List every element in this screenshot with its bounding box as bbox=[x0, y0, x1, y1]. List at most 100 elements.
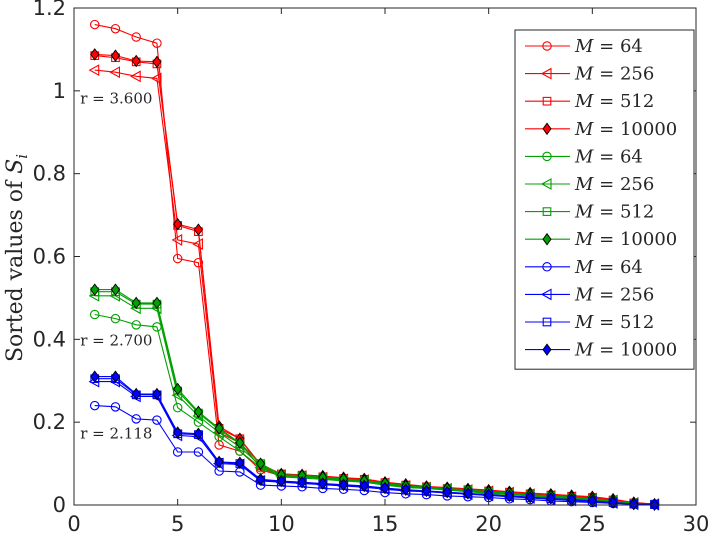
series-line bbox=[94, 53, 655, 505]
data-point bbox=[193, 405, 203, 419]
annotation-label: r = 3.600 bbox=[80, 89, 152, 107]
data-point bbox=[110, 370, 121, 383]
plot-area bbox=[88, 19, 660, 511]
legend-marker bbox=[542, 151, 552, 162]
data-point bbox=[192, 238, 203, 251]
data-point bbox=[193, 223, 203, 236]
series-line bbox=[94, 376, 655, 506]
legend-label: M = 512 bbox=[574, 91, 654, 112]
data-point bbox=[172, 253, 183, 264]
legend-label: M = 10000 bbox=[574, 119, 677, 140]
data-point bbox=[256, 473, 266, 486]
legend-entry: M = 64 bbox=[525, 146, 643, 167]
legend-entry: M = 10000 bbox=[525, 119, 677, 140]
legend-entry: M = 256 bbox=[525, 64, 654, 85]
legend: M = 64 M = 256 M = 512 M = 10000 M = 64 M = 2… bbox=[514, 29, 695, 370]
data-point bbox=[359, 479, 369, 493]
annotation-label: r = 2.700 bbox=[80, 332, 152, 350]
data-point bbox=[338, 478, 349, 491]
y-tick-label: 0.8 bbox=[33, 162, 66, 186]
series-line bbox=[94, 405, 655, 506]
legend-label: M = 10000 bbox=[574, 340, 677, 361]
data-point bbox=[442, 485, 452, 499]
data-point bbox=[152, 38, 162, 48]
data-point bbox=[152, 296, 162, 310]
y-tick-label: 1.2 bbox=[33, 0, 66, 20]
data-point bbox=[152, 415, 162, 425]
data-point bbox=[88, 64, 100, 77]
data-point bbox=[401, 483, 411, 496]
legend-label: M = 256 bbox=[574, 174, 654, 195]
y-tick-label: 0.6 bbox=[33, 245, 66, 269]
data-point bbox=[110, 283, 121, 296]
data-point bbox=[629, 497, 639, 511]
data-point bbox=[256, 457, 266, 470]
data-point bbox=[89, 19, 100, 30]
data-point bbox=[318, 477, 328, 490]
x-tick-label: 25 bbox=[579, 512, 606, 536]
legend-box bbox=[514, 29, 695, 370]
data-point bbox=[193, 447, 204, 457]
legend-entry: M = 64 bbox=[525, 257, 643, 278]
legend-entry: M = 512 bbox=[525, 202, 654, 223]
data-point bbox=[131, 320, 141, 330]
data-point bbox=[173, 426, 183, 439]
y-axis-label: Sorted values of Si bbox=[3, 154, 31, 362]
data-point bbox=[235, 436, 245, 450]
data-point bbox=[587, 494, 597, 508]
legend-label: M = 10000 bbox=[574, 229, 677, 250]
series-line bbox=[94, 313, 655, 506]
annotation-label: r = 2.118 bbox=[80, 425, 152, 443]
legend-label: M = 512 bbox=[574, 312, 654, 333]
data-point bbox=[546, 492, 556, 505]
legend-marker bbox=[542, 96, 552, 106]
data-point bbox=[173, 217, 183, 231]
legend-marker bbox=[542, 262, 552, 272]
data-point bbox=[89, 400, 100, 411]
legend-entry: M = 256 bbox=[525, 174, 654, 195]
data-point bbox=[463, 487, 473, 500]
tick-labels: 0 5 10 15 20 25 30 0 0.2 0.4 0.6 0.8 1 1.2 bbox=[33, 0, 710, 536]
data-point bbox=[214, 455, 224, 469]
x-tick-label: 30 bbox=[683, 512, 710, 536]
x-tick-label: 0 bbox=[67, 512, 80, 536]
data-point bbox=[172, 447, 183, 457]
legend-marker bbox=[542, 232, 552, 246]
legend-label: M = 512 bbox=[574, 202, 654, 223]
x-tick-label: 5 bbox=[171, 512, 184, 536]
data-point bbox=[110, 49, 121, 62]
data-point bbox=[110, 23, 121, 34]
legend-marker bbox=[542, 207, 552, 216]
legend-label: M = 64 bbox=[574, 36, 643, 57]
data-point bbox=[130, 70, 141, 83]
data-point bbox=[235, 456, 245, 470]
y-axis-label-subscript: i bbox=[13, 154, 31, 159]
legend-label: M = 64 bbox=[574, 146, 643, 167]
data-point bbox=[131, 414, 141, 424]
data-point bbox=[131, 296, 141, 310]
legend-marker bbox=[542, 41, 552, 51]
y-axis-label-prefix: Sorted values of bbox=[3, 174, 28, 362]
legend-entry: M = 10000 bbox=[525, 340, 677, 361]
data-point bbox=[172, 402, 183, 413]
legend-entry: M = 64 bbox=[525, 36, 643, 57]
data-point bbox=[90, 283, 100, 296]
data-point bbox=[131, 32, 141, 42]
series-line bbox=[94, 289, 655, 506]
data-point bbox=[171, 233, 183, 246]
data-point bbox=[484, 488, 494, 501]
legend-marker bbox=[540, 288, 552, 301]
axes-box bbox=[73, 7, 697, 506]
data-point bbox=[131, 387, 141, 401]
data-point bbox=[89, 309, 100, 320]
data-point bbox=[90, 370, 100, 383]
data-point bbox=[152, 387, 162, 401]
data-point bbox=[525, 490, 535, 504]
legend-entry: M = 512 bbox=[525, 312, 654, 333]
x-tick-label: 20 bbox=[475, 512, 502, 536]
y-axis-label-symbol: S bbox=[3, 159, 28, 174]
y-tick-label: 1 bbox=[53, 79, 66, 103]
y-tick-label: 0 bbox=[53, 493, 66, 517]
data-point bbox=[90, 48, 100, 61]
